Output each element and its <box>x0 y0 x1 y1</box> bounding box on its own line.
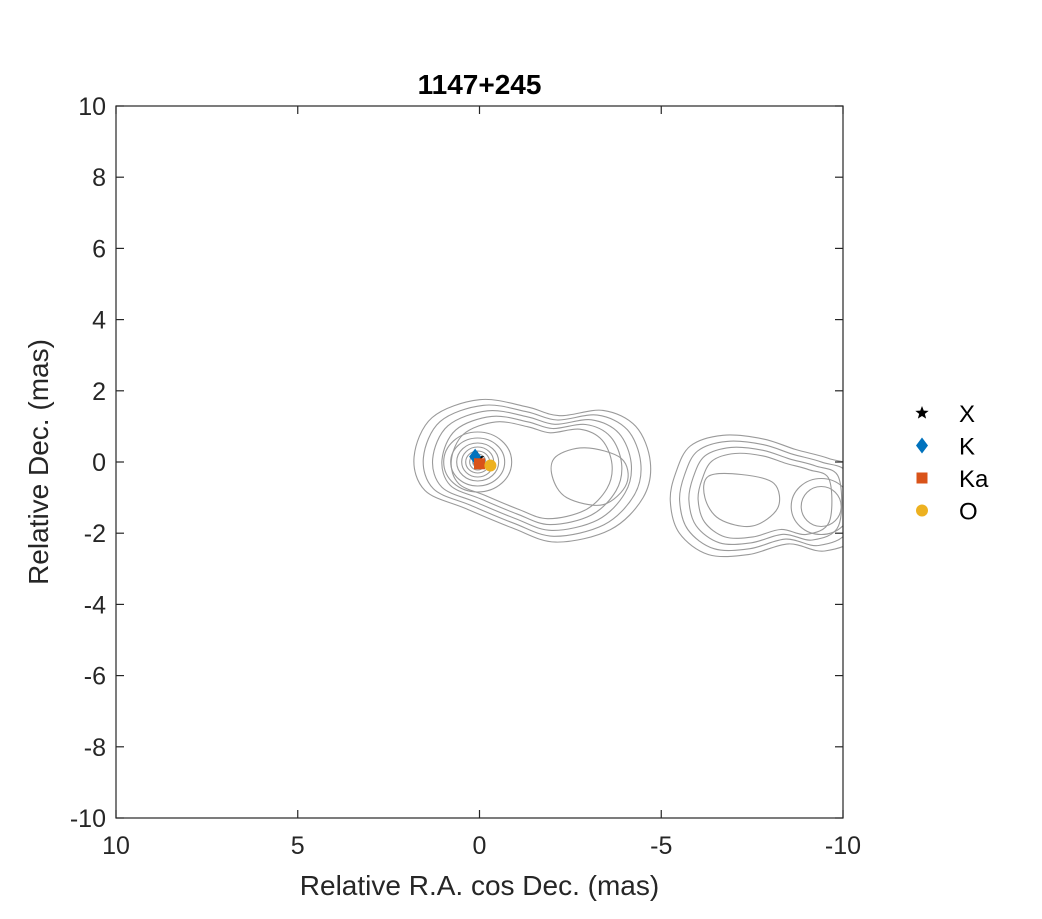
legend-label-x: X <box>959 401 975 428</box>
contour-envelope-0 <box>413 398 652 543</box>
y-tick-label: -6 <box>84 663 106 691</box>
x-tick-label: 5 <box>291 832 305 860</box>
y-tick-label: 2 <box>92 378 106 406</box>
data-markers <box>469 448 497 472</box>
contour-outer-3 <box>697 452 833 539</box>
x-axis-label: Relative R.A. cos Dec. (mas) <box>300 870 659 901</box>
x-tick-label: 10 <box>102 832 130 860</box>
y-tick-label: 0 <box>92 449 106 477</box>
axis-ticks <box>115 105 844 819</box>
contour-outer-2 <box>688 446 843 545</box>
legend-label-k: K <box>959 434 975 461</box>
y-axis-label: Relative Dec. (mas) <box>23 339 54 585</box>
legend-marker-x <box>915 406 929 419</box>
contour-core-2 <box>456 442 500 482</box>
y-tick-label: 8 <box>92 164 106 192</box>
y-tick-label: 10 <box>78 93 106 121</box>
chart-title: 1147+245 <box>418 69 542 100</box>
legend: XK Ka O <box>915 401 989 526</box>
contour-map <box>413 398 843 558</box>
contour-edge-knot <box>800 485 842 528</box>
y-tick-label: -4 <box>84 591 106 619</box>
y-tick-label: -8 <box>84 734 106 762</box>
x-tick-label: -10 <box>825 832 861 860</box>
legend-label-o: O <box>959 499 978 526</box>
legend-label-ka: Ka <box>959 466 989 493</box>
contour-envelope-2 <box>431 409 633 531</box>
contour-core-0 <box>443 431 513 493</box>
contour-outer-1 <box>678 440 843 552</box>
x-tick-label: -5 <box>650 832 672 860</box>
contour-envelope-3 <box>441 415 623 526</box>
contour-jet-inner <box>550 447 629 506</box>
legend-marker-o <box>916 504 928 517</box>
contour-outer-inner <box>703 472 781 528</box>
contour-edge-knot-outer <box>790 477 843 536</box>
legend-marker-ka <box>916 472 928 484</box>
y-tick-label: 4 <box>92 307 106 335</box>
contour-envelope-4 <box>450 421 613 520</box>
x-tick-label: 0 <box>473 832 487 860</box>
contour-core-1 <box>450 437 506 487</box>
data-point-o <box>484 459 497 472</box>
contour-envelope-1 <box>422 404 642 537</box>
legend-marker-k <box>916 437 928 454</box>
y-tick-label: 6 <box>92 235 106 263</box>
data-point-ka <box>474 458 485 470</box>
y-tick-label: -10 <box>70 805 106 833</box>
contour-outer-0 <box>669 434 843 558</box>
axis-tick-labels: 10 5 0 -5 -10 -10 -8 -6 -4 -2 0 2 4 6 8 10 <box>70 93 861 860</box>
y-tick-label: -2 <box>84 520 106 548</box>
